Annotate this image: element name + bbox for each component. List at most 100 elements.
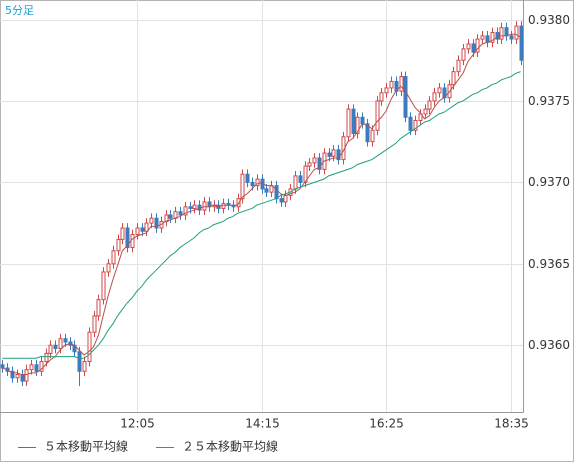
candle-body xyxy=(135,227,140,235)
candle-body xyxy=(116,238,121,252)
candle-body xyxy=(365,123,370,143)
candle-body xyxy=(255,178,260,187)
candle-body xyxy=(475,38,480,53)
candle-body xyxy=(130,233,135,249)
candle-body xyxy=(96,299,101,317)
candle-body xyxy=(20,374,25,382)
candle-body xyxy=(250,181,255,187)
candle-body xyxy=(149,217,154,224)
candle-body xyxy=(461,48,466,61)
candle-body xyxy=(331,149,336,157)
candle-body xyxy=(327,152,332,157)
candle-body xyxy=(192,204,197,209)
x-tick-label: 14:15 xyxy=(245,417,280,431)
candle-body xyxy=(82,361,87,372)
candle-body xyxy=(427,100,432,110)
candle-body xyxy=(168,214,173,219)
candle-body xyxy=(480,35,485,40)
candle-body xyxy=(221,203,226,209)
candle-body xyxy=(307,162,312,167)
ma-line xyxy=(2,33,521,376)
candle-body xyxy=(120,227,125,240)
candle-body xyxy=(125,227,130,249)
candle-body xyxy=(355,116,360,135)
candle-body xyxy=(423,108,428,115)
y-tick-label: 0.9370 xyxy=(528,175,570,189)
candle-body xyxy=(240,173,245,200)
candle-body xyxy=(413,120,418,131)
candle-body xyxy=(48,344,53,354)
candle-body xyxy=(0,364,5,369)
candle-body xyxy=(24,369,29,382)
candle-body xyxy=(63,338,68,343)
candle-body xyxy=(399,76,404,92)
legend-label: ５本移動平均線 xyxy=(44,439,128,454)
candle-body xyxy=(87,331,92,363)
candle-body xyxy=(188,206,193,209)
candle-body xyxy=(403,76,408,118)
legend-label: ２５本移動平均線 xyxy=(182,439,278,454)
candle-body xyxy=(437,87,442,94)
x-tick-label: 18:35 xyxy=(494,417,529,431)
candle-body xyxy=(408,116,413,131)
candle-body xyxy=(312,157,317,164)
candle-body xyxy=(274,185,279,200)
candle-body xyxy=(34,364,39,372)
candle-body xyxy=(178,211,183,216)
candle-body xyxy=(283,194,288,203)
candle-body xyxy=(432,92,437,102)
candle-body xyxy=(53,344,58,349)
candle-body xyxy=(379,92,384,102)
y-tick-label: 0.9365 xyxy=(528,257,570,271)
x-tick-label: 16:25 xyxy=(369,417,404,431)
candle-body xyxy=(303,165,308,183)
marks xyxy=(0,21,524,386)
candle-body xyxy=(298,175,303,183)
candle-body xyxy=(360,116,365,125)
candle-body xyxy=(346,108,351,138)
candle-body xyxy=(10,370,15,379)
candle-body xyxy=(519,25,524,61)
candle-body xyxy=(106,263,111,273)
candle-body xyxy=(317,157,322,170)
candle-body xyxy=(101,271,106,301)
candle-body xyxy=(245,173,250,183)
candle-body xyxy=(154,217,159,229)
y-tick-label: 0.9380 xyxy=(528,13,570,27)
x-tick-label: 12:05 xyxy=(120,417,155,431)
candle-body xyxy=(351,108,356,135)
candle-body xyxy=(202,201,207,211)
candle-body xyxy=(389,80,394,89)
candle-body xyxy=(514,25,519,40)
chart-title: 5分足 xyxy=(5,4,34,17)
candle-body xyxy=(509,35,514,40)
candle-body xyxy=(504,27,509,37)
candle-body xyxy=(77,351,82,372)
y-tick-label: 0.9360 xyxy=(528,338,570,352)
candle-body xyxy=(92,315,97,333)
candle-body xyxy=(183,206,188,216)
candle-body xyxy=(264,188,269,193)
candle-body xyxy=(144,222,149,232)
candle-body xyxy=(15,374,20,379)
ma-line xyxy=(2,71,521,359)
candle-body xyxy=(471,43,476,53)
candle-body xyxy=(44,352,49,363)
candle-body xyxy=(370,129,375,143)
candle-body xyxy=(451,71,456,86)
candle-body xyxy=(111,250,116,265)
candle-body xyxy=(495,32,500,40)
candle-body xyxy=(29,364,34,371)
candle-body xyxy=(58,338,63,349)
candle-body xyxy=(140,227,145,232)
candle-body xyxy=(384,87,389,94)
candle-body xyxy=(293,175,298,190)
candle-body xyxy=(490,32,495,43)
candle-body xyxy=(466,43,471,50)
candle-body xyxy=(336,149,341,161)
y-tick-label: 0.9375 xyxy=(528,94,570,108)
candle-body xyxy=(499,27,504,40)
candle-body xyxy=(375,100,380,131)
